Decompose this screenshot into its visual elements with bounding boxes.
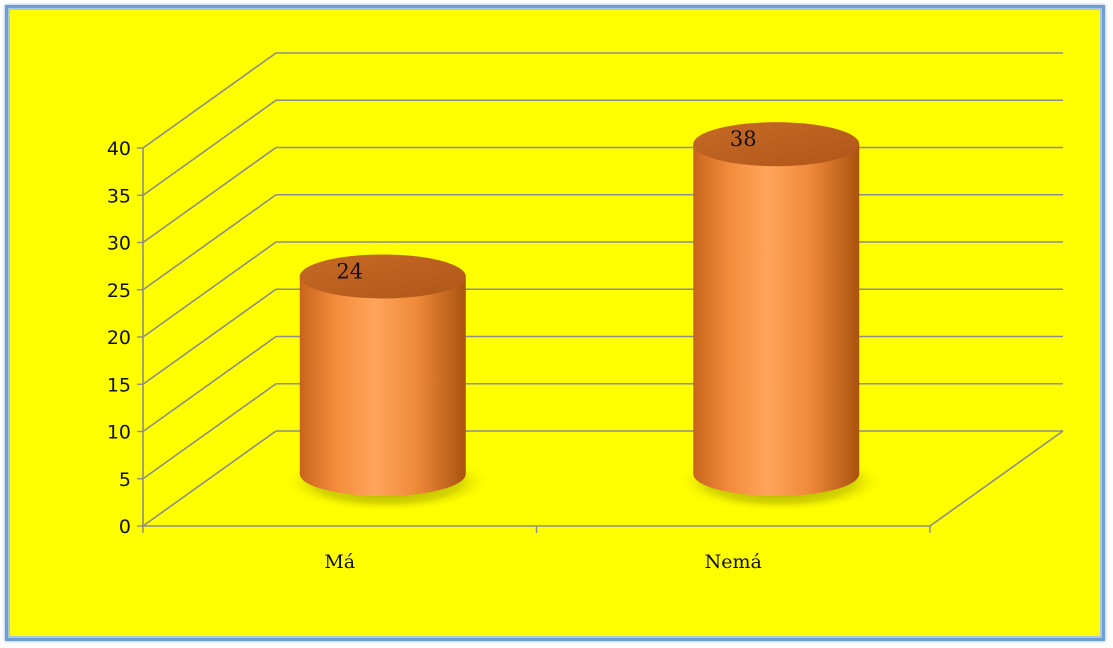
side-gridline (142, 288, 277, 385)
side-gridline (142, 146, 277, 244)
bar-Nemá (675, 122, 886, 512)
data-label: 38 (730, 127, 757, 151)
side-gridline (142, 241, 277, 338)
side-gridline (142, 99, 277, 196)
side-gridline (142, 430, 277, 527)
bar-chart-3d: 0 5 10 15 20 25 30 35 40 24 Má 38 Nemá (107, 52, 1064, 573)
bars (281, 122, 886, 512)
labels: 24 Má 38 Nemá (324, 127, 762, 573)
gridlines (142, 52, 1064, 527)
chart-frame: 0 5 10 15 20 25 30 35 40 24 Má 38 Nemá (5, 5, 1105, 641)
y-tick-label: 0 (119, 516, 131, 538)
bar-body (299, 276, 466, 496)
y-tick-label: 15 (107, 374, 131, 396)
bar-body (693, 144, 860, 496)
y-tick-label: 5 (119, 469, 131, 491)
y-tick-label: 40 (107, 138, 131, 160)
bar-cap (299, 254, 466, 299)
bar-cap (693, 122, 860, 167)
y-tick-label: 10 (107, 422, 131, 444)
x-category-label: Má (324, 551, 355, 573)
y-tick-label: 25 (107, 280, 131, 302)
y-tick-label: 30 (107, 233, 131, 255)
y-tick-label: 35 (107, 185, 131, 207)
floor-right-edge (929, 430, 1064, 527)
axes: 0 5 10 15 20 25 30 35 40 (107, 138, 931, 538)
bar-Má (281, 254, 492, 512)
side-gridline (142, 383, 277, 480)
side-gridline (142, 194, 277, 291)
side-gridline (142, 52, 277, 149)
data-label: 24 (336, 259, 363, 283)
side-gridline (142, 335, 277, 433)
x-category-label: Nemá (705, 551, 762, 573)
y-tick-label: 20 (107, 327, 131, 349)
